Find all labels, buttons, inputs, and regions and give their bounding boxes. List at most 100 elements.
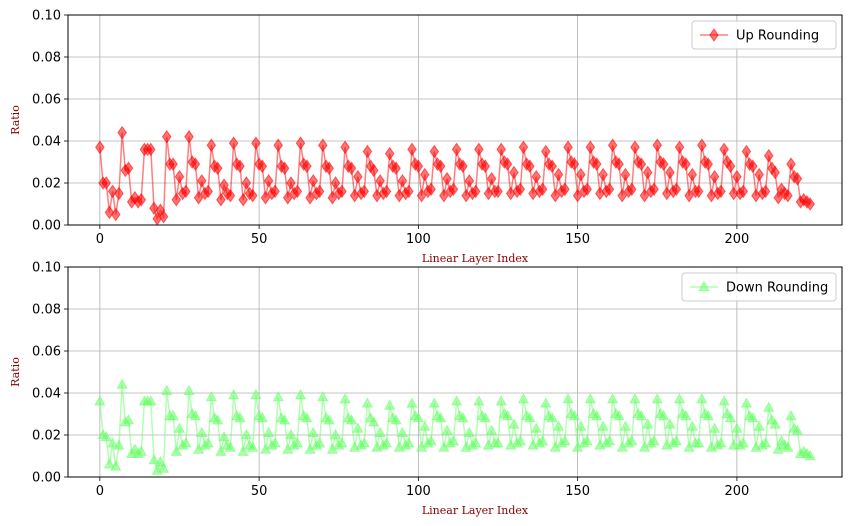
data-point [305,190,315,205]
data-point [619,420,632,431]
data-point [642,165,653,180]
y-tick-label: 0.10 [32,261,61,276]
data-point [362,144,373,159]
data-point [403,184,414,199]
data-point [464,174,475,188]
data-point [116,378,128,389]
data-point [540,397,552,408]
data-point [149,201,159,216]
data-point [145,395,157,406]
data-point [715,437,727,448]
data-point [273,138,284,153]
data-point [760,184,771,199]
data-point [171,192,182,207]
data-point [442,171,452,186]
data-point [572,188,583,203]
data-point [278,414,291,425]
data-point [702,409,714,421]
x-tick-label: 100 [406,484,431,499]
data-point [569,157,580,171]
data-point [180,437,192,448]
data-point [591,157,602,171]
data-point [403,437,415,448]
data-point [674,140,685,155]
data-point [391,161,401,176]
data-point [193,190,204,205]
data-point [269,437,281,448]
data-point [547,159,557,174]
legend-label: Down Rounding [726,281,828,296]
data-point [479,411,491,423]
data-point [473,395,485,406]
data-point [719,142,729,157]
x-axis-label: Linear Layer Index [422,504,529,517]
data-point [563,140,573,155]
data-point [728,186,739,201]
data-point [716,184,726,199]
data-point [738,184,749,199]
data-point [537,182,548,197]
data-point [390,414,402,425]
data-point [614,157,624,171]
data-point [260,190,271,205]
data-point [581,435,593,446]
data-point [536,435,549,446]
data-point [189,409,202,421]
data-point [247,188,258,203]
data-point [426,182,436,197]
legend-marker [709,28,719,42]
data-point [502,157,513,171]
data-point [792,171,803,186]
data-point [636,157,647,171]
data-point [435,159,446,174]
data-point [754,167,765,182]
data-point [435,411,447,423]
data-point [508,418,520,429]
data-point [196,174,207,188]
data-point [782,441,794,452]
data-point [413,159,424,174]
plot-frame [67,266,843,478]
x-tick-label: 150 [565,484,590,499]
data-point [732,169,742,184]
data-point [145,142,156,157]
data-point [327,190,338,205]
data-point [649,182,659,197]
data-point [359,184,370,199]
data-point [804,449,816,461]
data-point [228,136,239,150]
data-point [515,182,526,197]
plot-frame [67,14,843,226]
data-point [240,428,253,440]
x-tick-label: 100 [406,232,431,247]
data-point [496,142,507,157]
data-point [769,418,781,429]
data-point [425,435,437,446]
data-point [336,437,348,448]
data-point [642,418,654,429]
data-point [285,428,297,440]
data-point [680,409,692,421]
data-point [470,184,481,199]
data-point [384,146,395,161]
data-point [135,445,147,456]
data-point [575,167,586,182]
data-point [337,184,347,199]
data-point [560,182,570,197]
data-point [224,441,237,452]
data-point [629,393,641,404]
data-point [575,420,587,431]
data-point [439,188,449,203]
data-point [412,411,425,423]
data-point [202,437,214,448]
data-point [470,437,482,448]
data-point [215,445,227,456]
data-point [123,161,134,176]
data-point [759,437,772,448]
data-point [157,462,170,473]
data-point [493,184,503,199]
data-point [251,136,261,150]
legend-box [681,272,837,302]
data-point [196,426,208,437]
data-point [345,414,358,425]
